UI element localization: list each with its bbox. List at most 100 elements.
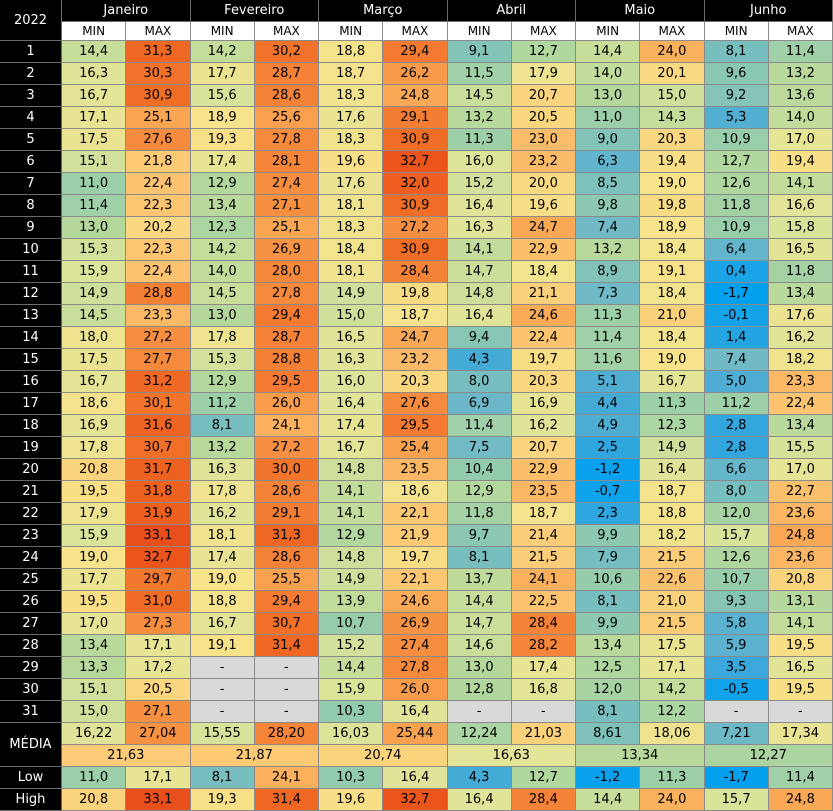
temp-cell: 21,0 xyxy=(640,305,705,327)
day-label: 19 xyxy=(0,437,62,459)
temp-cell: 9,6 xyxy=(704,63,769,85)
temp-cell: 17,8 xyxy=(190,481,255,503)
day-label: 21 xyxy=(0,481,62,503)
temp-cell: 15,2 xyxy=(319,635,384,657)
temp-cell: 15,6 xyxy=(190,85,255,107)
day-label: 2 xyxy=(0,63,62,85)
temp-cell: 13,0 xyxy=(62,217,127,239)
temp-cell: 16,2 xyxy=(511,415,576,437)
low-cell: 4,3 xyxy=(447,767,512,789)
temp-cell: 13,4 xyxy=(768,415,833,437)
temp-cell: 28,1 xyxy=(254,151,319,173)
temp-cell: 20,5 xyxy=(511,107,576,129)
temp-cell: 16,3 xyxy=(447,217,512,239)
month-header: Março xyxy=(319,0,448,22)
temp-cell: 27,2 xyxy=(126,327,191,349)
temp-cell: 8,0 xyxy=(704,481,769,503)
temp-cell: 16,4 xyxy=(447,305,512,327)
temp-cell: 19,5 xyxy=(768,679,833,701)
average-cell: 13,34 xyxy=(576,745,705,767)
media-cell: 16,03 xyxy=(319,723,384,745)
day-label: 30 xyxy=(0,679,62,701)
temp-cell: 16,7 xyxy=(319,437,384,459)
temp-cell: 30,9 xyxy=(383,239,448,261)
temp-cell: -1,2 xyxy=(576,459,641,481)
temp-cell: 28,0 xyxy=(254,261,319,283)
temp-cell: 15,0 xyxy=(640,85,705,107)
temp-cell: 27,3 xyxy=(126,613,191,635)
temp-cell: 12,3 xyxy=(640,415,705,437)
temp-cell: 12,5 xyxy=(576,657,641,679)
temp-cell: 4,9 xyxy=(576,415,641,437)
temp-cell: 24,1 xyxy=(254,415,319,437)
temp-cell: 9,9 xyxy=(576,525,641,547)
temp-cell: 27,8 xyxy=(254,283,319,305)
temp-cell: 17,7 xyxy=(190,63,255,85)
temp-cell: 29,5 xyxy=(254,371,319,393)
temp-cell: 13,1 xyxy=(768,591,833,613)
temp-cell: 5,8 xyxy=(704,613,769,635)
day-label: 16 xyxy=(0,371,62,393)
day-label: 13 xyxy=(0,305,62,327)
temp-cell: 12,7 xyxy=(704,151,769,173)
temp-cell: 22,7 xyxy=(768,481,833,503)
temp-cell: 8,1 xyxy=(576,591,641,613)
temp-cell: 16,7 xyxy=(640,371,705,393)
temp-cell: 14,8 xyxy=(319,459,384,481)
temp-cell: 14,9 xyxy=(319,569,384,591)
temp-cell: 19,1 xyxy=(190,635,255,657)
media-cell: 7,21 xyxy=(704,723,769,745)
temp-cell: 14,1 xyxy=(447,239,512,261)
temp-cell: 27,7 xyxy=(126,349,191,371)
temp-cell: 27,1 xyxy=(254,195,319,217)
temp-cell: 17,6 xyxy=(319,107,384,129)
temp-cell: 8,1 xyxy=(190,415,255,437)
day-label: 3 xyxy=(0,85,62,107)
low-cell: 10,3 xyxy=(319,767,384,789)
temp-cell: 30,7 xyxy=(126,437,191,459)
temp-cell: 11,3 xyxy=(640,393,705,415)
temp-cell: 18,8 xyxy=(640,503,705,525)
temp-cell: 14,0 xyxy=(576,63,641,85)
temp-cell: 20,8 xyxy=(768,569,833,591)
temp-cell: 17,4 xyxy=(190,151,255,173)
temp-cell: 22,5 xyxy=(511,591,576,613)
temp-cell: 17,8 xyxy=(190,327,255,349)
temp-cell: 19,5 xyxy=(62,481,127,503)
temp-cell: 17,9 xyxy=(511,63,576,85)
sub-header: MAX xyxy=(126,22,191,41)
temp-cell: - xyxy=(254,679,319,701)
average-cell: 12,27 xyxy=(704,745,833,767)
day-label: 6 xyxy=(0,151,62,173)
day-label: 23 xyxy=(0,525,62,547)
temp-cell: 23,6 xyxy=(768,503,833,525)
temp-cell: 11,4 xyxy=(768,41,833,63)
day-label: 31 xyxy=(0,701,62,723)
temp-cell: 17,1 xyxy=(640,657,705,679)
temp-cell: 9,3 xyxy=(704,591,769,613)
temp-cell: 31,3 xyxy=(254,525,319,547)
temp-cell: 33,1 xyxy=(126,525,191,547)
temp-cell: - xyxy=(447,701,512,723)
temp-cell: 6,4 xyxy=(704,239,769,261)
temp-cell: 9,7 xyxy=(447,525,512,547)
temp-cell: 23,5 xyxy=(383,459,448,481)
temp-cell: 19,7 xyxy=(511,349,576,371)
temp-cell: 18,7 xyxy=(383,305,448,327)
temp-cell: 9,0 xyxy=(576,129,641,151)
temp-cell: 23,2 xyxy=(511,151,576,173)
temp-cell: 13,0 xyxy=(576,85,641,107)
temp-cell: 29,1 xyxy=(383,107,448,129)
temp-cell: 15,8 xyxy=(768,217,833,239)
temp-cell: 29,4 xyxy=(383,41,448,63)
temp-cell: 15,1 xyxy=(62,151,127,173)
temp-cell: 16,5 xyxy=(768,657,833,679)
temp-cell: 19,1 xyxy=(640,261,705,283)
high-cell: 24,8 xyxy=(768,789,833,811)
temp-cell: 16,5 xyxy=(319,327,384,349)
temp-cell: 17,1 xyxy=(126,635,191,657)
temp-cell: 15,9 xyxy=(319,679,384,701)
high-cell: 19,6 xyxy=(319,789,384,811)
temp-cell: 15,5 xyxy=(768,437,833,459)
